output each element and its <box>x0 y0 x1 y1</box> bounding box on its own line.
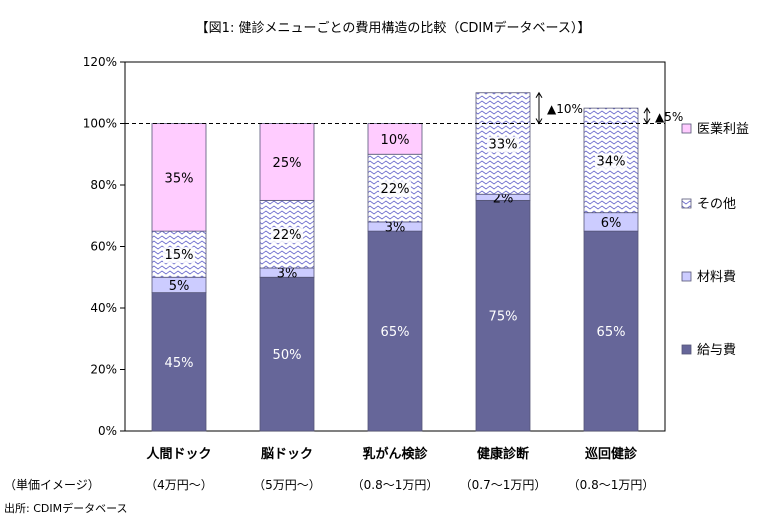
data-label: 3% <box>277 267 298 282</box>
data-label-bg <box>379 181 411 198</box>
legend-label: 医業利益 <box>697 121 749 137</box>
x-category-label: 乳がん検診 <box>362 446 428 462</box>
data-label: 22% <box>381 182 410 197</box>
y-tick-label: 40% <box>90 301 117 315</box>
data-label: 65% <box>381 325 410 340</box>
bar-segment <box>151 292 207 432</box>
price-label: （0.8〜1万円） <box>352 478 439 492</box>
bar-segment <box>475 199 531 432</box>
data-label: 34% <box>597 154 626 169</box>
x-category-label: 人間ドック <box>146 446 211 462</box>
y-tick-label: 60% <box>90 240 117 254</box>
legend-label: 給与費 <box>697 343 736 358</box>
data-label: 5% <box>169 279 190 294</box>
data-label: 45% <box>165 356 194 371</box>
price-label: （5万円〜） <box>253 478 321 492</box>
legend-swatch <box>681 271 692 282</box>
source-note: 出所: CDIMデータベース <box>4 501 128 515</box>
bar-segment <box>151 123 207 232</box>
data-label: 3% <box>385 221 406 236</box>
legend-label: その他 <box>697 197 736 212</box>
data-label-bg <box>487 136 519 153</box>
data-label: 2% <box>493 191 514 206</box>
data-label: 22% <box>273 228 302 243</box>
x-category-label: 脳ドック <box>261 447 313 462</box>
legend-swatch <box>681 198 692 209</box>
data-label: 75% <box>489 310 518 325</box>
annotation-arrow-head <box>535 118 543 125</box>
price-label: （0.7〜1万円） <box>460 478 547 492</box>
annotation-label: ▲5% <box>655 110 683 124</box>
x-category-label: 巡回健診 <box>585 446 638 462</box>
annotation-arrow-head <box>643 118 651 125</box>
legend-label: 材料費 <box>697 270 736 285</box>
data-label-bg <box>271 227 303 244</box>
price-row-label: （単価イメージ） <box>4 478 100 492</box>
legend-swatch <box>681 344 692 355</box>
data-label-bg <box>595 153 627 170</box>
y-tick-label: 100% <box>83 117 117 131</box>
price-label: （0.8〜1万円） <box>568 478 655 492</box>
data-label: 33% <box>489 137 518 152</box>
annotation-label: ▲10% <box>547 102 583 116</box>
y-tick-label: 80% <box>90 178 117 192</box>
bar-segment <box>259 123 315 201</box>
data-label: 65% <box>597 325 626 340</box>
bar-segment <box>583 230 639 432</box>
chart-title: 【図1: 健診メニューごとの費用構造の比較（CDIMデータベース）】 <box>196 20 591 36</box>
plot-area: 0% 20% 40% 60% 80% 100% 120% 45% 5% 15% 35% 人間ドック （4… <box>83 55 749 492</box>
data-label: 50% <box>273 348 302 363</box>
annotation-arrow-head <box>643 107 651 114</box>
data-label: 25% <box>273 156 302 171</box>
data-label: 15% <box>165 248 194 263</box>
data-label: 6% <box>601 216 622 231</box>
x-category-label: 健康診断 <box>477 446 529 462</box>
annotation-arrow-head <box>535 91 543 99</box>
y-tick-label: 120% <box>83 55 117 69</box>
bar-segment <box>367 123 423 155</box>
bar-segment <box>367 230 423 432</box>
data-label: 35% <box>165 171 194 186</box>
data-label: 10% <box>381 133 410 148</box>
data-label-bg <box>163 247 195 264</box>
legend-swatch <box>681 123 692 134</box>
y-tick-label: 0% <box>98 424 117 438</box>
y-tick-label: 20% <box>90 363 117 377</box>
price-label: （4万円〜） <box>145 478 213 492</box>
bar-segment <box>259 276 315 432</box>
